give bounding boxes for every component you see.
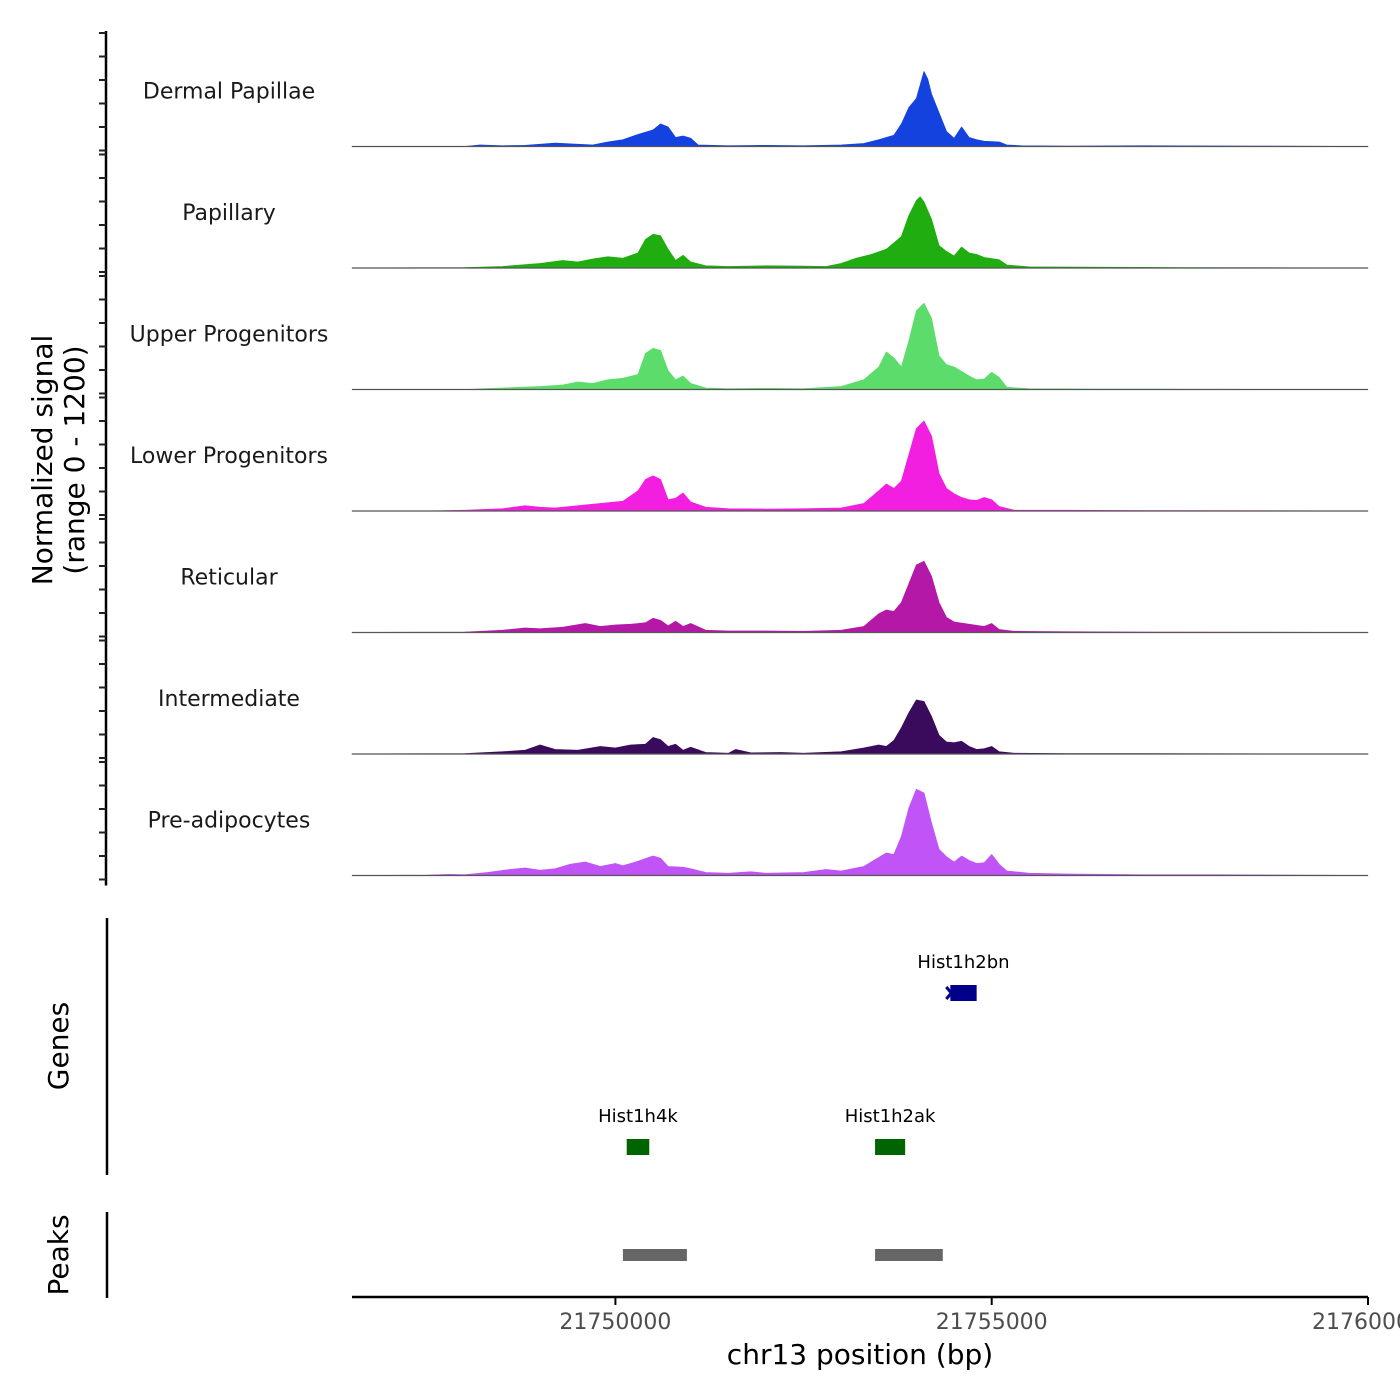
x-axis-title: chr13 position (bp) [727,1338,993,1371]
signal-axis-title-line2: (range 0 - 1200) [58,345,91,574]
coverage-area [351,788,1369,876]
track-label: Upper Progenitors [130,323,329,348]
track-intermediate: Intermediate [158,687,1369,755]
gene-annotation-track: Hist1h2bn Hist1h4k Hist1h2ak [598,952,1010,1155]
coverage-area [351,420,1369,512]
track-label: Pre-adipocytes [148,809,311,834]
track-label: Dermal Papillae [143,80,315,105]
gene-label: Hist1h4k [598,1106,678,1127]
signal-y-axis [99,31,108,886]
gene-hist1h4k: Hist1h4k [598,1106,678,1155]
signal-axis-title-line1: Normalized signal [26,335,59,586]
coverage-tracks: Dermal Papillae Papillary Upper Progenitor… [130,71,1369,877]
track-pre-adipocytes: Pre-adipocytes [148,788,1369,877]
track-label: Reticular [180,566,278,591]
gene-label: Hist1h2ak [845,1106,936,1127]
track-reticular: Reticular [180,560,1369,634]
gene-hist1h2ak: Hist1h2ak [845,1106,936,1155]
peak-region [622,1249,687,1261]
strand-arrow [945,986,958,1000]
gene-label: Hist1h2bn [917,952,1009,973]
x-tick-label: 21750000 [559,1310,671,1335]
track-papillary: Papillary [182,196,1369,269]
track-label: Papillary [182,201,276,226]
x-axis-ticks: 21750000 21755000 21760000 [559,1297,1400,1335]
coverage-area [351,71,1369,147]
x-tick-label: 21760000 [1312,1310,1400,1335]
coverage-area [351,699,1369,755]
track-lower-progenitors: Lower Progenitors [130,420,1369,512]
track-label: Intermediate [158,687,300,712]
track-dermal-papillae: Dermal Papillae [143,71,1369,148]
peak-track [622,1249,943,1261]
gene-exon [626,1139,650,1155]
track-upper-progenitors: Upper Progenitors [130,302,1369,391]
gene-exon [875,1139,906,1155]
coverage-area [351,196,1369,269]
track-label: Lower Progenitors [130,444,328,469]
gene-hist1h2bn: Hist1h2bn [917,952,1010,1001]
peak-region [875,1249,943,1261]
genes-track-title: Genes [42,1002,75,1090]
peaks-track-title: Peaks [42,1214,75,1295]
x-tick-label: 21755000 [936,1310,1048,1335]
gene-exon [950,985,977,1001]
coverage-area [351,302,1369,390]
coverage-area [351,560,1369,633]
